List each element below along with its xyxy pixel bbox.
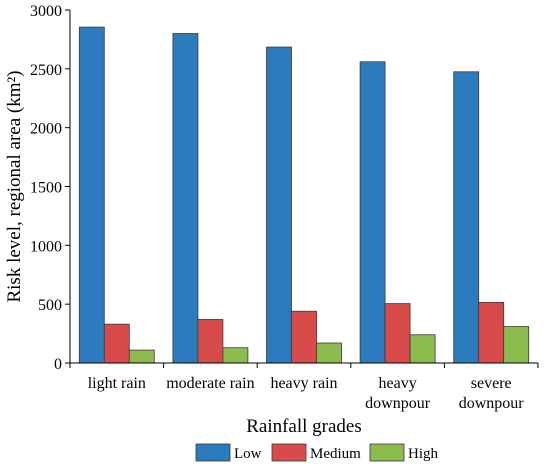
bars-layer: [78, 26, 530, 364]
bar-medium: [197, 319, 224, 364]
x-tick-label: light rain: [88, 375, 146, 392]
bar-medium: [103, 323, 130, 364]
legend: Low Medium High: [195, 443, 439, 462]
bar-low: [172, 33, 199, 364]
y-tick-label: 500: [38, 297, 62, 314]
bar-low: [78, 26, 105, 364]
bar-low: [359, 61, 386, 364]
legend-label-medium: Medium: [310, 446, 361, 462]
y-tick-label: 3000: [30, 3, 62, 20]
legend-label-low: Low: [234, 446, 262, 462]
x-tick-label: heavy rain: [270, 375, 337, 392]
y-axis-label: Risk level, regional area (km²): [4, 70, 25, 302]
bar-low: [453, 71, 480, 364]
bar-high: [316, 342, 342, 364]
x-tick-label: moderate rain: [166, 375, 254, 392]
legend-swatch-low: [195, 443, 231, 462]
legend-swatch-medium: [271, 443, 307, 462]
x-tick-label: severe downpour: [459, 375, 525, 412]
bar-high: [409, 334, 436, 364]
x-axis-label: Rainfall grades: [246, 416, 362, 437]
legend-label-high: High: [408, 446, 439, 462]
y-tick-label: 2500: [30, 62, 62, 79]
bar-low: [266, 46, 292, 364]
y-tick-label: 1500: [30, 180, 62, 197]
y-tick-label: 2000: [30, 121, 62, 138]
y-tick-label: 0: [54, 356, 62, 373]
bar-medium: [478, 302, 505, 364]
y-ticks-layer: 0 500 1000 1500 2000 2500 3000: [30, 3, 70, 373]
bar-medium: [384, 303, 411, 364]
x-ticks-layer: light rain moderate rain heavy rain heavy do…: [69, 363, 539, 412]
bar-high: [503, 326, 530, 364]
x-tick-label: heavy downpour: [365, 375, 431, 412]
bar-high: [222, 347, 249, 364]
bar-high: [128, 349, 155, 364]
y-tick-label: 1000: [30, 238, 62, 255]
bar-medium: [291, 310, 317, 364]
legend-swatch-high: [369, 443, 405, 462]
